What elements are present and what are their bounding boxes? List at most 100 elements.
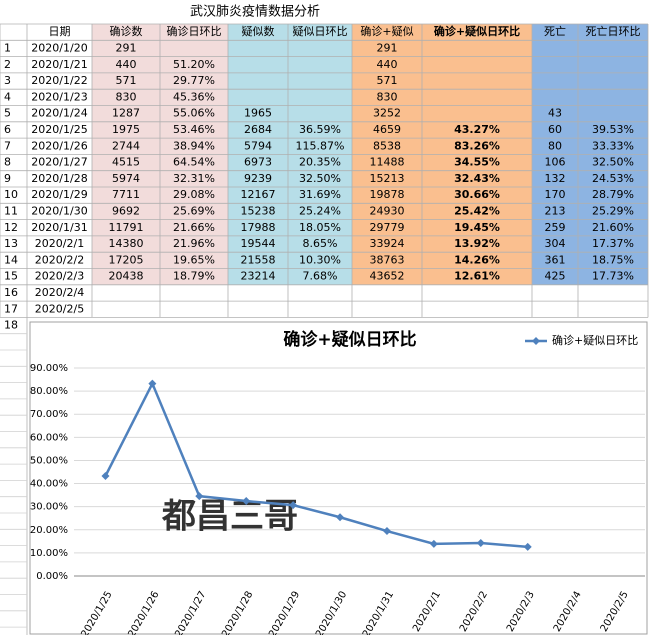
cell-text: 830 <box>377 90 398 103</box>
cell-fill <box>422 268 532 285</box>
row-number: 3 <box>4 74 11 87</box>
cell-text: 30.66% <box>454 188 500 201</box>
cell-fill <box>27 40 92 57</box>
cell-fill <box>288 56 352 73</box>
cell-fill <box>532 121 578 139</box>
column-header: 确诊+疑似日环比 <box>434 24 520 38</box>
cell-text: 6973 <box>244 156 272 169</box>
cell-fill <box>578 121 648 139</box>
cell-text: 20438 <box>109 270 144 283</box>
cell-fill <box>352 105 422 122</box>
cell-fill <box>532 138 578 155</box>
cell-text: 2020/1/30 <box>31 204 87 217</box>
cell-text: 2020/1/28 <box>31 172 87 185</box>
cell-fill <box>352 89 422 106</box>
cell-text: 60 <box>548 123 562 136</box>
cell-fill <box>352 170 422 187</box>
cell-fill <box>27 235 92 253</box>
chart-area <box>29 321 648 635</box>
header-cell <box>422 24 532 41</box>
cell-fill <box>27 187 92 204</box>
cell-text: 14380 <box>109 237 144 250</box>
cell-fill <box>160 154 228 171</box>
cell-fill <box>27 170 92 187</box>
column-header: 疑似日环比 <box>293 25 348 38</box>
cell-text: 2744 <box>112 139 140 152</box>
cell-text: 17988 <box>241 221 276 234</box>
header-cell <box>578 24 648 41</box>
row-number: 11 <box>4 204 18 217</box>
cell-fill <box>92 56 160 73</box>
cell-text: 45.36% <box>173 90 215 103</box>
cell-text: 43.27% <box>454 123 500 136</box>
cell-text: 2020/1/26 <box>31 139 87 152</box>
cell-text: 2020/2/3 <box>35 270 84 283</box>
data-point <box>382 527 391 536</box>
cell-fill <box>288 219 352 236</box>
cell-text: 15238 <box>241 204 276 217</box>
cell-text: 571 <box>116 74 137 87</box>
cell-fill <box>422 89 532 106</box>
cell-fill <box>288 40 352 57</box>
cell-text: 53.46% <box>173 123 215 136</box>
cell-text: 2020/1/22 <box>31 74 87 87</box>
cell-fill <box>532 219 578 236</box>
cell-text: 64.54% <box>173 156 215 169</box>
cell-fill <box>92 105 160 122</box>
cell-text: 259 <box>545 221 566 234</box>
cell-text: 32.31% <box>173 172 215 185</box>
cell-fill <box>422 154 532 171</box>
cell-fill <box>160 105 228 122</box>
row-number: 6 <box>4 123 11 136</box>
cell-text: 7711 <box>112 188 140 201</box>
cell-fill <box>352 203 422 220</box>
cell-fill <box>228 154 288 171</box>
cell-text: 39.53% <box>592 123 634 136</box>
cell-text: 17205 <box>109 253 144 266</box>
cell-text: 24.53% <box>592 172 634 185</box>
data-point <box>101 471 110 480</box>
data-point <box>476 539 485 548</box>
cell-text: 31.69% <box>299 188 341 201</box>
cell-fill <box>228 235 288 253</box>
cell-fill <box>92 154 160 171</box>
cell-fill <box>160 235 228 253</box>
cell-fill <box>160 89 228 106</box>
cell-fill <box>288 203 352 220</box>
cell-fill <box>92 40 160 57</box>
cell-text: 115.87% <box>296 139 345 152</box>
header-cell <box>352 24 422 41</box>
cell-fill <box>532 268 578 285</box>
cell-text: 21558 <box>241 253 276 266</box>
cell-fill <box>228 105 288 122</box>
cell-text: 571 <box>377 74 398 87</box>
cell-fill <box>532 40 578 57</box>
cell-text: 1975 <box>112 123 140 136</box>
cell-fill <box>422 40 532 57</box>
cell-fill <box>532 89 578 106</box>
cell-fill <box>532 252 578 269</box>
cell-fill <box>228 89 288 106</box>
column-header: 死亡 <box>544 24 566 38</box>
chart-title: 确诊+疑似日环比 <box>283 329 416 350</box>
cell-fill <box>532 187 578 204</box>
cell-text: 132 <box>545 172 566 185</box>
cell-fill <box>578 203 648 220</box>
cell-fill <box>228 72 288 90</box>
data-point <box>195 492 204 501</box>
cell-fill <box>27 105 92 122</box>
row-number: 2 <box>4 58 11 71</box>
cell-fill <box>228 268 288 285</box>
cell-fill <box>92 219 160 236</box>
cell-text: 21.66% <box>173 221 215 234</box>
cell-text: 33.33% <box>592 139 634 152</box>
cell-fill <box>27 268 92 285</box>
cell-fill <box>27 154 92 171</box>
cell-text: 2020/1/20 <box>31 41 87 54</box>
cell-text: 55.06% <box>173 107 215 120</box>
cell-fill <box>578 235 648 253</box>
cell-fill <box>578 268 648 285</box>
row-number: 16 <box>4 286 18 299</box>
cell-text: 440 <box>116 58 137 71</box>
cell-fill <box>228 170 288 187</box>
